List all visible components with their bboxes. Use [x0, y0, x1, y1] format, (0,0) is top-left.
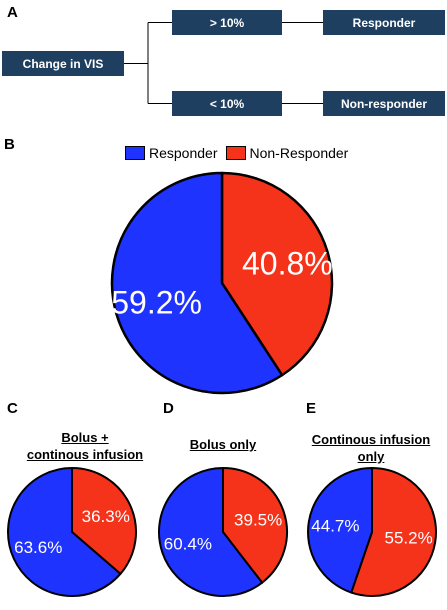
legend-label-non-responder: Non-Responder: [249, 145, 349, 161]
pie-e-slice-non-responder: [350, 467, 437, 597]
pie-c-label-non-responder: 36.3%: [82, 507, 130, 526]
pie-d-slice-responder: [158, 467, 264, 597]
pie-c: 36.3% 63.6%: [7, 467, 137, 597]
pie-b-label-responder: 59.2%: [111, 284, 202, 320]
pie-d-label-responder: 60.4%: [164, 534, 212, 553]
pie-e-slice-responder: [307, 467, 373, 594]
pie-c-slice-responder: [7, 467, 122, 597]
legend-swatch-responder: [125, 146, 145, 160]
panel-label-d: D: [163, 400, 174, 417]
flow-box-change-in-vis: Change in VIS: [2, 51, 124, 76]
panel-label-a: A: [7, 4, 18, 21]
chart-legend: Responder Non-Responder: [125, 145, 356, 161]
pie-title-d-line-1: Bolus only: [189, 437, 257, 452]
pie-title-e-line-1: Continous infusion: [311, 432, 431, 447]
pie-title-c: Bolus + continous infusion: [20, 429, 150, 463]
panel-label-b: B: [4, 136, 15, 153]
pie-title-c-line-1: Bolus +: [61, 430, 109, 445]
pie-b-label-non-responder: 40.8%: [242, 246, 333, 282]
pie-e: 55.2% 44.7%: [307, 467, 437, 597]
flow-box-greater-10: > 10%: [172, 10, 282, 35]
panel-label-c: C: [7, 400, 18, 417]
flow-box-responder: Responder: [323, 10, 445, 35]
legend-label-responder: Responder: [149, 145, 218, 161]
legend-item-responder: Responder: [125, 145, 218, 161]
pie-b-slice-non-responder: [220, 171, 334, 377]
pie-title-e-line-2: only: [357, 449, 385, 464]
legend-swatch-non-responder: [225, 146, 246, 160]
flow-box-less-10: < 10%: [172, 91, 282, 116]
pie-d-slice-non-responder: [222, 467, 288, 584]
flowchart-connectors: [124, 22, 323, 104]
pie-e-label-responder: 44.7%: [311, 516, 359, 535]
pie-title-e: Continous infusion only: [306, 431, 436, 465]
pie-b-slice-responder: [110, 171, 284, 395]
pie-e-label-non-responder: 55.2%: [385, 529, 433, 548]
pie-d: 39.5% 60.4%: [158, 467, 288, 597]
flow-box-non-responder: Non-responder: [323, 91, 445, 116]
pie-title-c-line-2: continous infusion: [26, 447, 144, 462]
pie-c-label-responder: 63.6%: [14, 538, 62, 557]
pie-d-label-non-responder: 39.5%: [234, 511, 282, 530]
pie-b: 40.8% 59.2%: [110, 171, 334, 395]
legend-item-non-responder: Non-Responder: [225, 145, 349, 161]
panel-label-e: E: [306, 400, 317, 417]
pie-title-d: Bolus only: [168, 436, 278, 453]
pie-c-slice-non-responder: [71, 467, 137, 575]
